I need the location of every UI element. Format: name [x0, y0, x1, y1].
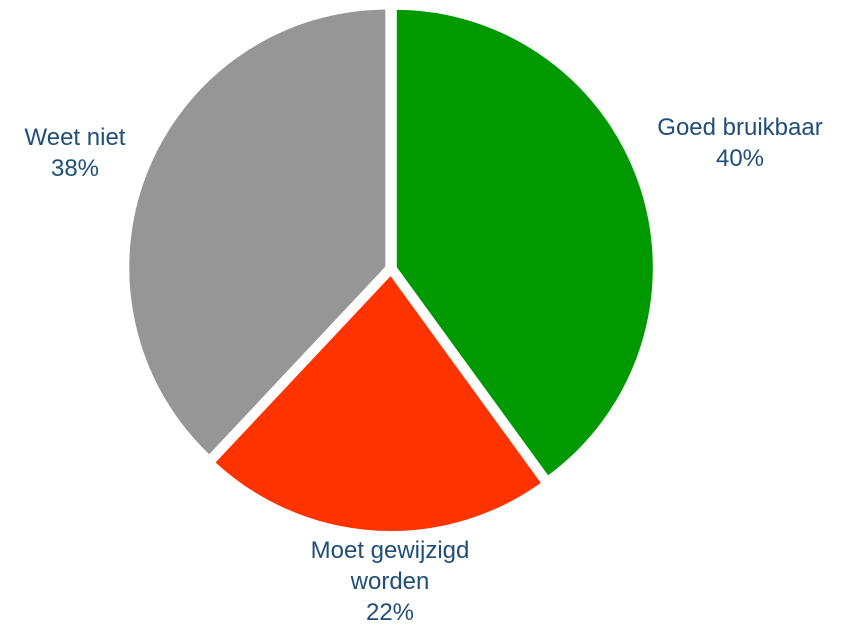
slice-category-label: worden: [350, 568, 430, 595]
pie-labels: Goed bruikbaar 40% Moet gewijzigd worden 22%…: [25, 114, 823, 626]
slice-category-label: Goed bruikbaar: [657, 114, 822, 141]
slice-category-label: Moet gewijzigd: [311, 537, 470, 564]
slice-value-label: 40%: [716, 145, 764, 172]
pie-slice-2: [209, 269, 547, 535]
slice-value-label: 22%: [366, 599, 414, 626]
pie-slice-3: [125, 5, 390, 460]
pie-slices: [125, 5, 657, 535]
slice-value-label: 38%: [51, 155, 99, 182]
slice-label-2: Moet gewijzigd worden 22%: [311, 537, 470, 626]
pie-slice-1: [392, 5, 657, 481]
slice-label-1: Goed bruikbaar 40%: [657, 114, 822, 172]
slice-label-3: Weet niet 38%: [25, 124, 126, 182]
slice-category-label: Weet niet: [25, 124, 126, 151]
